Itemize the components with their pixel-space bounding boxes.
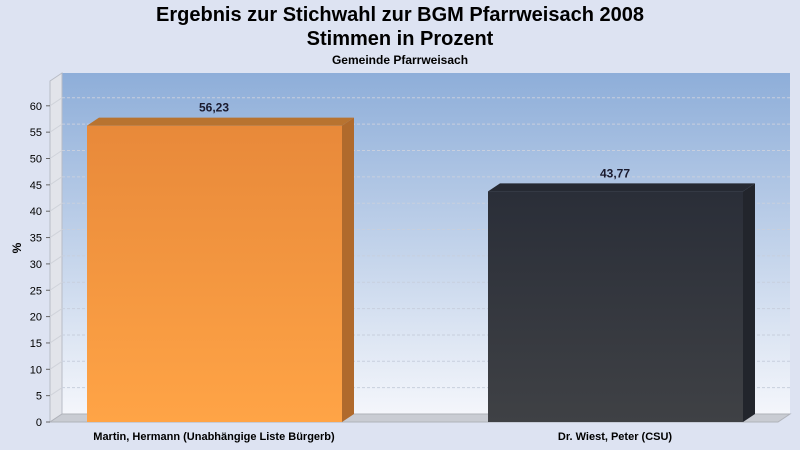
grid-line-wall <box>49 229 63 238</box>
labels: 56,23 Martin, Hermann (Unabhängige Liste … <box>93 101 672 443</box>
grid-line-wall <box>49 387 63 397</box>
grid-line-wall <box>49 97 63 107</box>
grid-line-wall <box>49 123 63 133</box>
chart-title-line2: Stimmen in Prozent <box>306 28 494 50</box>
bar-front <box>87 125 342 422</box>
grid-line-wall <box>49 255 63 265</box>
y-tick-label: 15 <box>30 338 42 350</box>
chart-title: Ergebnis zur Stichwahl zur BGM Pfarrweis… <box>156 4 644 26</box>
bar-2 <box>488 183 755 422</box>
grid-line-wall <box>49 176 63 186</box>
y-tick-label: 20 <box>30 312 42 324</box>
chart-subtitle: Gemeinde Pfarrweisach <box>331 53 469 67</box>
y-tick-label: 25 <box>30 285 42 297</box>
y-tick-label: 60 <box>30 101 42 113</box>
bar-top <box>488 183 755 192</box>
bar-front <box>488 191 743 422</box>
y-tick-label: 30 <box>30 259 42 271</box>
data-label: 56,23 <box>199 101 229 115</box>
y-axis: 0 5 10 15 20 25 30 35 40 45 50 55 60 <box>30 101 50 429</box>
y-tick-label: 0 <box>36 417 42 429</box>
bar-side <box>342 117 354 422</box>
bar-1 <box>87 117 354 422</box>
grid-line-wall <box>49 281 63 291</box>
y-tick-label: 50 <box>30 154 42 166</box>
x-tick-label: Dr. Wiest, Peter (CSU) <box>558 431 673 443</box>
grid-line-wall <box>49 150 63 159</box>
grid-line-wall <box>49 360 63 370</box>
bar-side <box>743 183 755 422</box>
grid-line-wall <box>49 334 63 344</box>
grid-line-wall <box>49 202 63 212</box>
y-tick-label: 5 <box>36 391 42 403</box>
y-tick-label: 40 <box>30 206 42 218</box>
y-tick-label: 10 <box>30 364 42 376</box>
grid-line-wall <box>49 308 63 318</box>
x-tick-label: Martin, Hermann (Unabhängige Liste Bürge… <box>93 431 335 443</box>
y-tick-label: 35 <box>30 233 42 245</box>
y-axis-label: % <box>10 242 24 253</box>
y-tick-label: 45 <box>30 180 42 192</box>
bars <box>87 117 755 422</box>
data-label: 43,77 <box>600 166 630 180</box>
bar-top <box>87 117 354 126</box>
y-tick-label: 55 <box>30 127 42 139</box>
